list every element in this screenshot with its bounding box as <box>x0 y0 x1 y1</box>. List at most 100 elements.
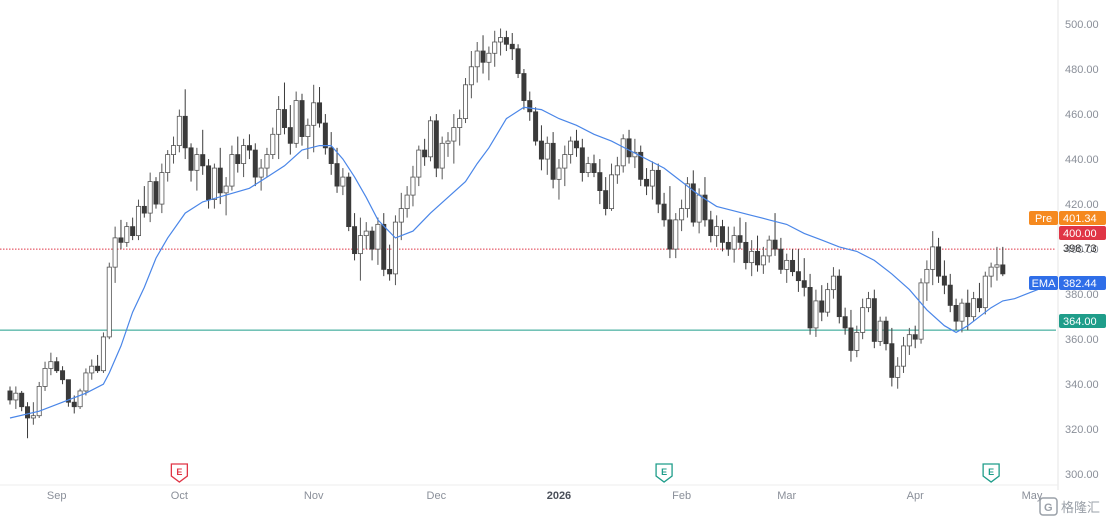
candle-body <box>790 259 796 273</box>
candle-body <box>270 133 276 155</box>
candle-body <box>509 43 515 50</box>
candle <box>755 235 761 272</box>
candle <box>124 222 130 247</box>
candle-body <box>264 154 270 169</box>
candle <box>457 109 463 146</box>
candle <box>235 136 241 173</box>
candle-body <box>60 370 66 381</box>
candle <box>533 107 539 146</box>
candle-body <box>807 286 813 329</box>
candle-body <box>772 239 778 250</box>
candle <box>790 249 796 277</box>
candle-body <box>498 37 504 43</box>
candle <box>352 213 358 261</box>
candle <box>766 235 772 263</box>
candle <box>200 129 206 175</box>
candle <box>346 172 352 232</box>
candle <box>573 129 579 157</box>
candle <box>398 192 404 241</box>
candle <box>626 129 632 164</box>
candle-body <box>603 190 609 210</box>
candle <box>982 271 988 315</box>
candle <box>591 154 597 178</box>
candle-body <box>976 298 982 309</box>
candle <box>100 332 106 373</box>
candle-body <box>959 302 965 322</box>
price-tag-name: EMA <box>1032 278 1057 290</box>
candle-body <box>463 84 469 119</box>
earnings-badge-icon <box>655 463 673 483</box>
candle <box>176 109 182 153</box>
earnings-marker[interactable]: E <box>982 463 1000 483</box>
candle <box>281 82 287 135</box>
candle <box>585 156 591 178</box>
candle-body <box>352 226 358 255</box>
candle-body <box>387 268 393 275</box>
candle-body <box>836 275 842 318</box>
candle <box>427 116 433 162</box>
candle <box>89 359 95 380</box>
candle <box>486 46 492 81</box>
candle-body <box>597 172 603 191</box>
candle-body <box>865 298 871 309</box>
candle-body <box>229 154 235 187</box>
candle-body <box>889 343 895 378</box>
candle <box>363 222 369 250</box>
candle <box>883 316 889 351</box>
candle <box>451 114 457 164</box>
candle-body <box>369 230 375 250</box>
candle-body <box>579 147 585 173</box>
candle <box>445 132 451 157</box>
candle <box>492 30 498 67</box>
candle-body <box>422 149 428 158</box>
earnings-marker[interactable]: E <box>655 463 673 483</box>
candle-body <box>217 167 223 194</box>
y-tick-label: 320.00 <box>1065 424 1099 436</box>
candle-body <box>188 147 194 171</box>
candle <box>463 78 469 124</box>
candle <box>410 165 416 207</box>
candle <box>778 237 784 274</box>
y-tick-label: 440.00 <box>1065 154 1099 166</box>
candle-body <box>258 167 264 178</box>
y-tick-label: 360.00 <box>1065 334 1099 346</box>
candle <box>503 30 509 52</box>
candle-body <box>317 102 323 124</box>
candle <box>609 163 615 211</box>
candle-body <box>503 37 509 45</box>
candle-body <box>544 142 550 160</box>
candle <box>264 147 270 178</box>
candle <box>141 186 147 218</box>
candle-body <box>515 48 521 74</box>
ema-series-line <box>9 106 1039 419</box>
candle <box>357 217 363 281</box>
candle-body <box>451 127 457 142</box>
candle <box>165 150 171 182</box>
candle <box>42 361 48 391</box>
candle-body <box>825 289 831 313</box>
candle <box>737 217 743 250</box>
candle <box>690 170 696 227</box>
price-tag-value-bg <box>1059 276 1106 290</box>
candle-body <box>124 226 130 243</box>
candle-body <box>679 208 685 221</box>
candle-body <box>644 178 650 187</box>
candle <box>784 253 790 283</box>
candle <box>749 240 755 277</box>
candle-body <box>106 266 112 338</box>
candle <box>562 145 568 187</box>
candle-body <box>784 259 790 270</box>
candle <box>416 145 422 187</box>
y-axis-ticks: 300.00 320.00 340.00 360.00 380.00 400.00 420.… <box>1065 19 1099 481</box>
candle <box>159 163 165 214</box>
candle-body <box>363 230 369 237</box>
candle <box>188 143 194 182</box>
candle <box>638 145 644 187</box>
candle-body <box>941 275 947 286</box>
candle <box>959 298 965 333</box>
candle <box>153 177 159 209</box>
earnings-marker[interactable]: E <box>170 463 189 483</box>
